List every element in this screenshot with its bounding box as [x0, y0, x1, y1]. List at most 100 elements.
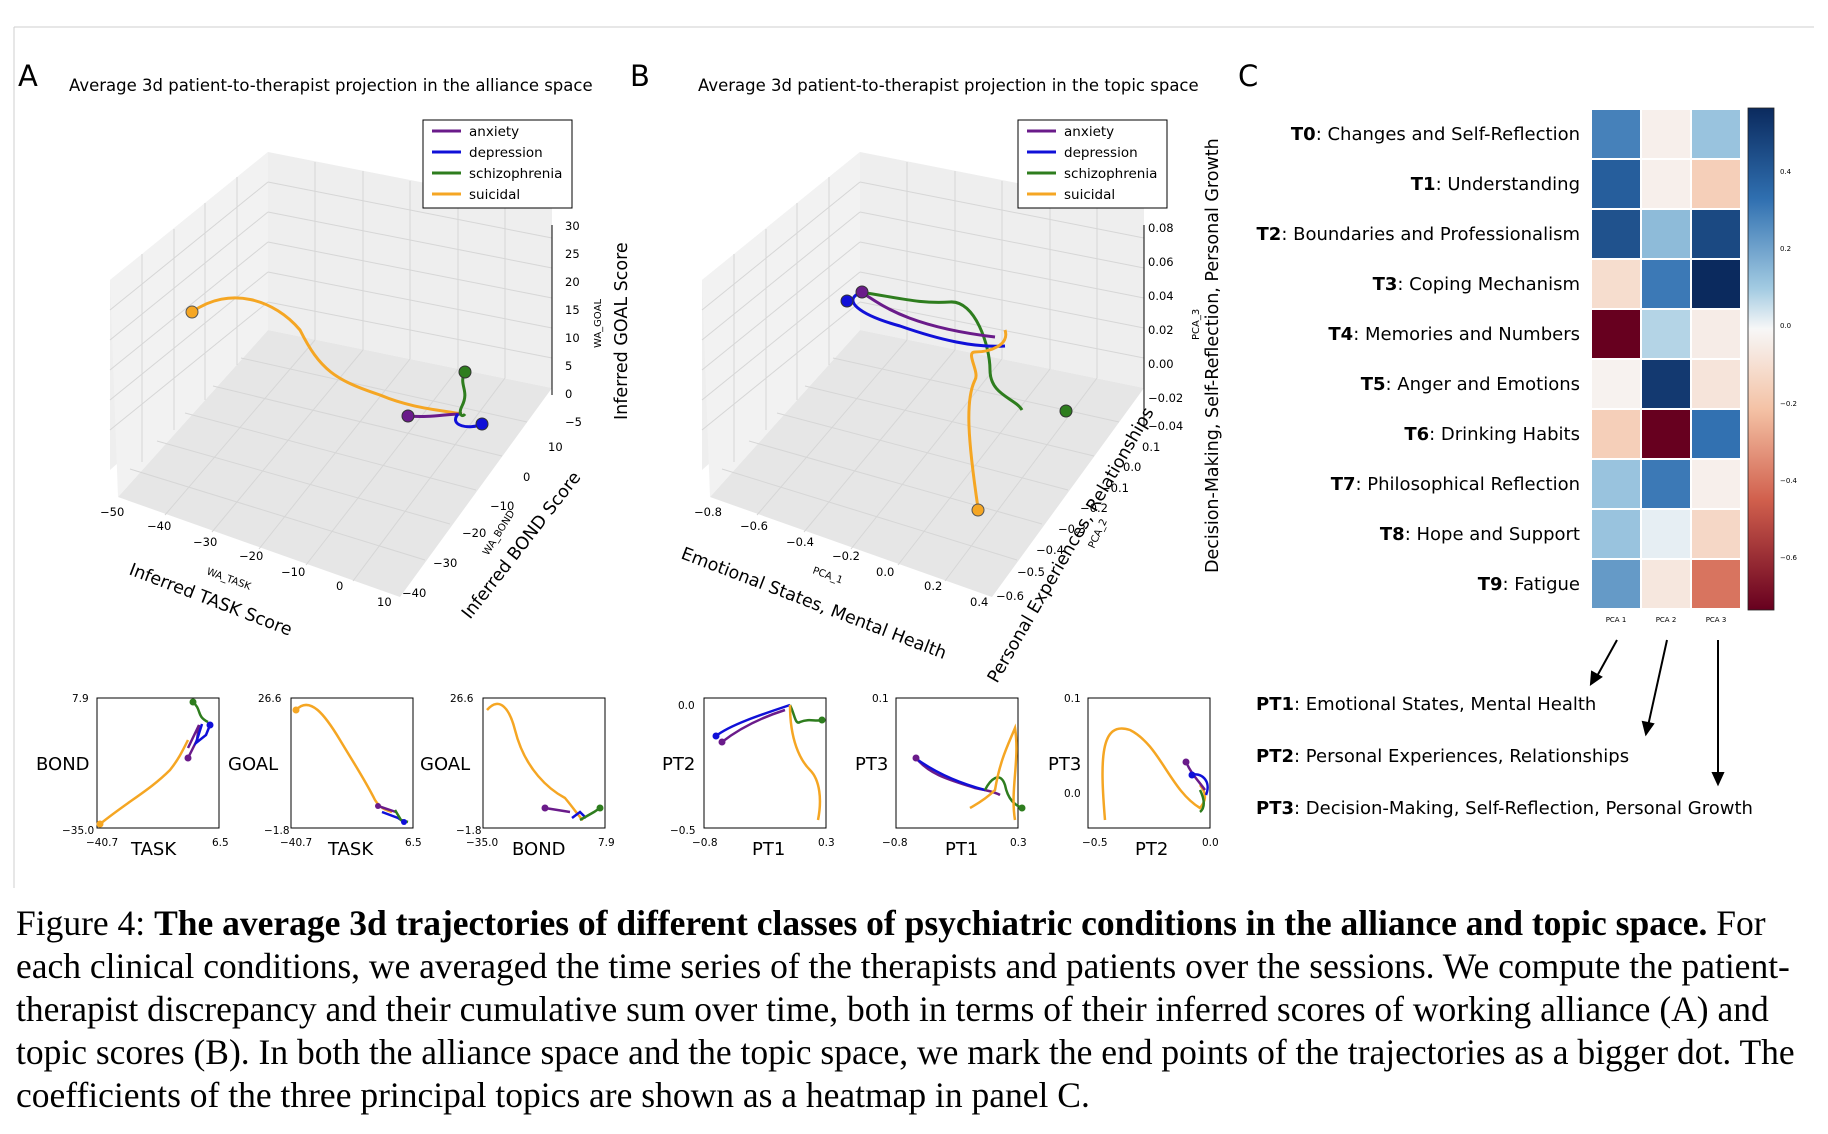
- svg-text:0.4: 0.4: [970, 595, 988, 609]
- panel-b-z-small-label: PCA_3: [1191, 309, 1202, 340]
- svg-text:BOND: BOND: [36, 754, 90, 775]
- pt3-label: PT3: Decision-Making, Self-Reflection, P…: [1256, 798, 1753, 819]
- small-plot-pt3-pt2: 0.1 0.0 −0.5 0.0 PT3 PT2: [1048, 693, 1219, 860]
- small-plot-pt3-pt1: 0.1 −0.8 0.3 PT3 PT1: [855, 693, 1027, 860]
- heatmap-cell-t3-col3: [1692, 260, 1740, 308]
- svg-text:−0.5: −0.5: [670, 825, 696, 837]
- principal-topic-labels: PT1: Emotional States, Mental Health PT2…: [1256, 694, 1753, 819]
- svg-text:−40.7: −40.7: [280, 837, 312, 849]
- svg-text:−0.1: −0.1: [1101, 481, 1129, 495]
- legend-b-depression: depression: [1064, 145, 1138, 161]
- small-plots: 7.9 −35.0 −40.7 6.5 BOND TASK 26.6 −1.8 …: [36, 693, 1219, 860]
- colorbar: [1747, 107, 1775, 611]
- panel-a-floor-pane: [118, 330, 552, 597]
- svg-text:10: 10: [377, 595, 392, 609]
- topic-t7: T7: Philosophical Reflection: [1331, 474, 1580, 495]
- heatmap-cell-t8-col2: [1642, 510, 1690, 558]
- heatmap-cell-t4-col2: [1642, 310, 1690, 358]
- legend-schizophrenia: schizophrenia: [469, 166, 562, 182]
- svg-text:0.04: 0.04: [1148, 289, 1174, 303]
- svg-text:−0.4: −0.4: [1036, 543, 1064, 557]
- svg-text:30: 30: [565, 219, 580, 233]
- panel-b-anxiety-endpoint: [855, 285, 869, 299]
- svg-text:7.9: 7.9: [72, 693, 89, 705]
- svg-text:PCA 2: PCA 2: [1656, 616, 1677, 624]
- svg-text:−0.6: −0.6: [740, 519, 768, 533]
- heatmap-cell-t2-col1: [1592, 210, 1640, 258]
- legend-anxiety: anxiety: [469, 124, 519, 140]
- svg-text:0.0: 0.0: [1064, 788, 1081, 800]
- heatmap-cell-t8-col3: [1692, 510, 1740, 558]
- svg-text:0.4: 0.4: [1780, 168, 1792, 176]
- heatmap-cell-t0-col3: [1692, 110, 1740, 158]
- svg-text:15: 15: [565, 303, 580, 317]
- panel-b-grid: [701, 162, 1145, 582]
- colorbar-ticks: 0.4 0.2 0.0 −0.2 −0.4 −0.6: [1780, 168, 1798, 562]
- panel-b-legend: anxiety depression schizophrenia suicida…: [1017, 119, 1168, 209]
- panel-a-schizophrenia-line: [458, 371, 467, 418]
- panel-b-z-ticks: 0.08 0.06 0.04 0.02 0.00 −0.02 −0.04: [1148, 221, 1183, 433]
- small-plot-goal-task: 26.6 −1.8 −40.7 6.5 GOAL TASK: [228, 693, 422, 860]
- heatmap-cell-t5-col1: [1592, 360, 1640, 408]
- heatmap: [1592, 110, 1740, 608]
- svg-text:0.00: 0.00: [1148, 357, 1174, 371]
- svg-text:−0.2: −0.2: [1080, 501, 1108, 515]
- heatmap-cell-t1-col1: [1592, 160, 1640, 208]
- svg-text:26.6: 26.6: [258, 693, 282, 705]
- panel-b-z-label: Decision-Making, Self-Reflection, Person…: [1203, 138, 1223, 573]
- svg-text:0.1: 0.1: [872, 693, 889, 705]
- svg-text:0.06: 0.06: [1148, 255, 1174, 269]
- svg-text:0.1: 0.1: [1064, 693, 1081, 705]
- heatmap-cell-t8-col1: [1592, 510, 1640, 558]
- svg-text:0: 0: [565, 387, 572, 401]
- svg-text:20: 20: [565, 275, 580, 289]
- legend-depression: depression: [469, 145, 543, 161]
- svg-text:PCA 3: PCA 3: [1706, 616, 1727, 624]
- topic-t0: T0: Changes and Self-Reflection: [1291, 124, 1580, 145]
- svg-text:0.0: 0.0: [876, 565, 894, 579]
- panel-a-suicidal-endpoint: [185, 305, 199, 319]
- svg-text:6.5: 6.5: [212, 837, 229, 849]
- panel-a-suicidal-line: [191, 296, 463, 416]
- heatmap-cell-t5-col3: [1692, 360, 1740, 408]
- heatmap-row-labels: T0: Changes and Self-Reflection T1: Unde…: [1257, 124, 1580, 595]
- svg-text:−0.5: −0.5: [1082, 837, 1108, 849]
- panel-a-anxiety-endpoint: [401, 409, 415, 423]
- panel-b-suicidal-line: [967, 329, 1008, 509]
- heatmap-cell-t4-col3: [1692, 310, 1740, 358]
- svg-text:−0.8: −0.8: [694, 505, 722, 519]
- caption-bold: The average 3d trajectories of different…: [154, 903, 1708, 943]
- panel-a-z-ticks: 30 25 20 15 10 5 0 −5: [565, 219, 582, 429]
- svg-text:10: 10: [565, 331, 580, 345]
- svg-text:−0.02: −0.02: [1148, 391, 1183, 405]
- svg-text:0.2: 0.2: [924, 579, 942, 593]
- heatmap-cell-t3-col2: [1642, 260, 1690, 308]
- panel-b-left-pane: [702, 152, 860, 497]
- pca-arrows: [1589, 639, 1725, 787]
- heatmap-cell-t4-col1: [1592, 310, 1640, 358]
- topic-t5: T5: Anger and Emotions: [1361, 374, 1580, 395]
- svg-text:−40: −40: [402, 586, 426, 600]
- svg-text:26.6: 26.6: [450, 693, 474, 705]
- legend-b-suicidal: suicidal: [1064, 187, 1115, 203]
- svg-text:PT1: PT1: [752, 839, 785, 860]
- heatmap-col-labels: PCA 1 PCA 2 PCA 3: [1606, 616, 1727, 624]
- small-plot-goal-bond: 26.6 −1.8 −35.0 7.9 GOAL BOND: [420, 693, 615, 860]
- svg-text:0.3: 0.3: [1010, 837, 1027, 849]
- legend-b-anxiety: anxiety: [1064, 124, 1114, 140]
- svg-text:−0.5: −0.5: [1017, 565, 1045, 579]
- panel-b-x-ticks: −0.8 −0.6 −0.4 −0.2 0.0 0.2 0.4: [694, 505, 988, 609]
- heatmap-cell-t2-col3: [1692, 210, 1740, 258]
- heatmap-cell-t0-col1: [1592, 110, 1640, 158]
- topic-t9: T9: Fatigue: [1478, 574, 1580, 595]
- pt1-label: PT1: Emotional States, Mental Health: [1256, 694, 1596, 715]
- svg-text:−5: −5: [565, 415, 582, 429]
- svg-text:−10: −10: [281, 565, 305, 579]
- svg-text:−0.8: −0.8: [882, 837, 908, 849]
- svg-text:0.3: 0.3: [818, 837, 835, 849]
- heatmap-cell-t9-col1: [1592, 560, 1640, 608]
- panel-c: C T0: Changes and Self-Reflection T1: Un…: [1238, 59, 1798, 819]
- svg-text:−40.7: −40.7: [86, 837, 118, 849]
- small-plot-pt2-pt1: 0.0 −0.5 −0.8 0.3 PT2 PT1: [662, 697, 835, 860]
- topic-t4: T4: Memories and Numbers: [1328, 324, 1580, 345]
